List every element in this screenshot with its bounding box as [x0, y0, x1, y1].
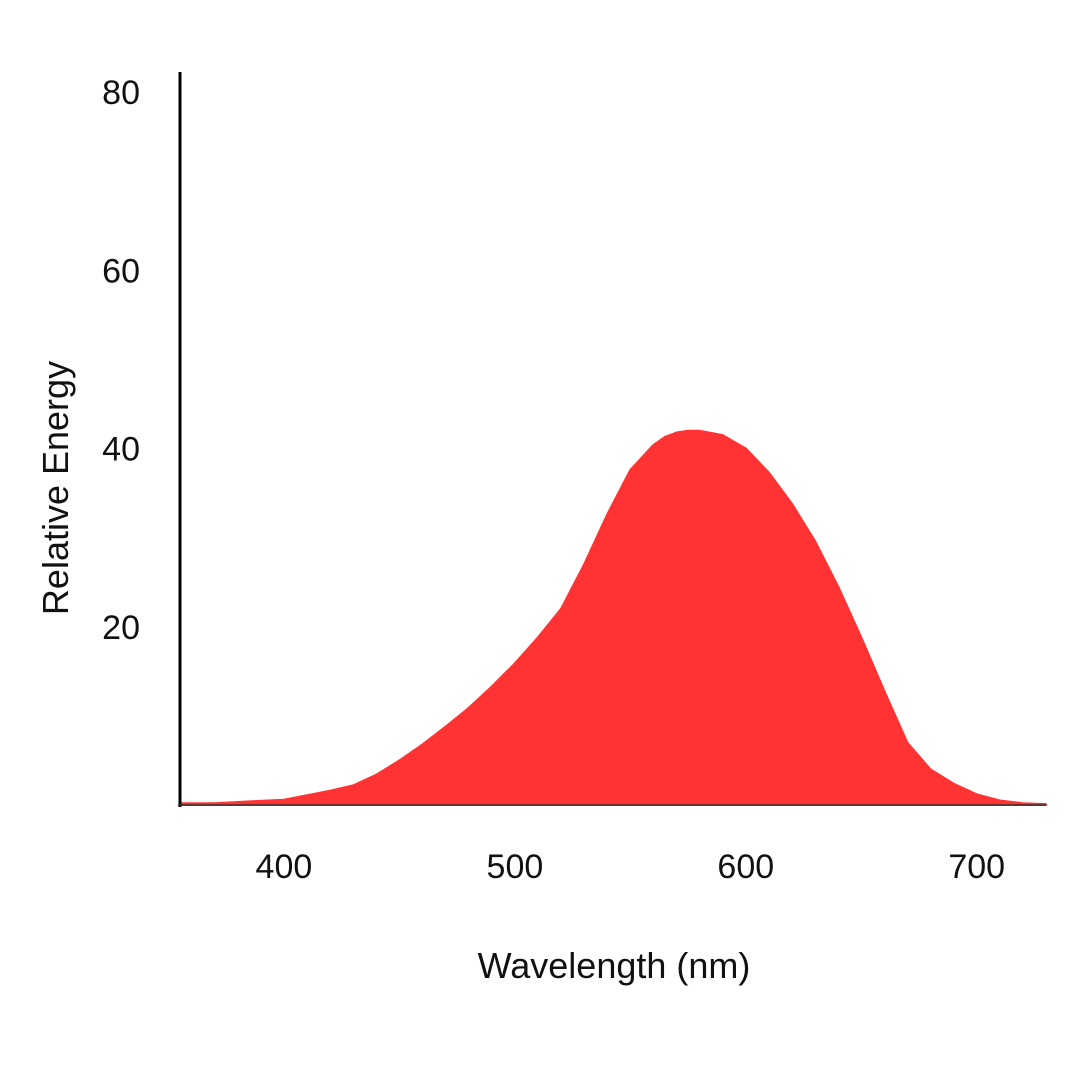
- tick-label-layer: 400 500 600 700 20 40 60 80: [102, 74, 1005, 886]
- x-tick-label: 400: [256, 848, 313, 886]
- y-tick-label: 60: [102, 252, 140, 290]
- x-tick-label: 600: [717, 848, 774, 886]
- area-layer: [179, 429, 1047, 806]
- axis-layer: [178, 72, 1046, 807]
- y-axis-title: Relative Energy: [35, 361, 76, 615]
- x-axis-title: Wavelength (nm): [478, 945, 751, 986]
- x-tick-label: 700: [948, 848, 1005, 886]
- energy-area: [179, 429, 1047, 806]
- y-tick-label: 40: [102, 431, 140, 469]
- y-tick-label: 80: [102, 74, 140, 112]
- y-tick-label: 20: [102, 609, 140, 647]
- x-tick-label: 500: [487, 848, 544, 886]
